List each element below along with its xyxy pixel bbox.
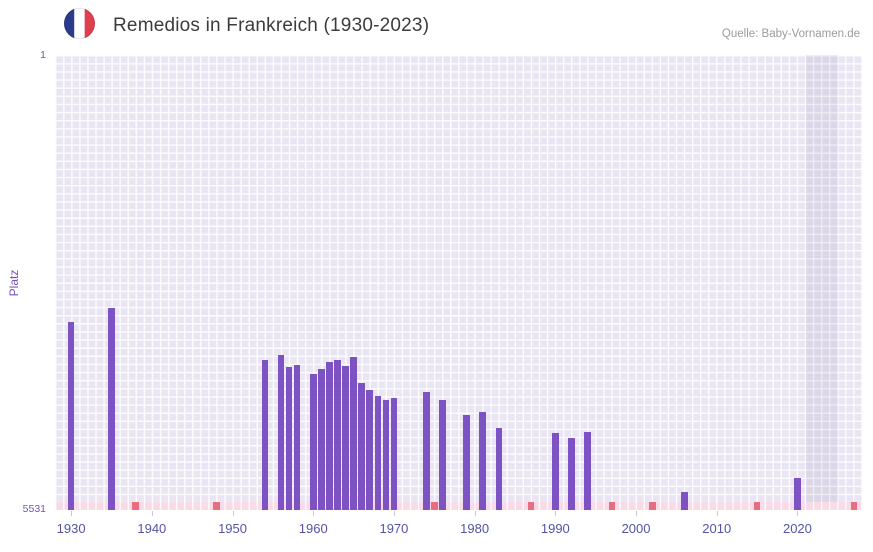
xtick-1950: 1950: [218, 521, 247, 536]
xtick-mark-2010: [716, 511, 718, 516]
bar-2006[interactable]: [681, 491, 688, 510]
xtick-mark-1930: [71, 511, 73, 516]
bar-1963[interactable]: [334, 360, 341, 510]
plot-area: [55, 55, 862, 510]
ytick-best-rank: 1: [40, 49, 46, 61]
source-label: Quelle: Baby-Vornamen.de: [721, 28, 860, 40]
highlight-band: [805, 55, 838, 510]
xtick-mark-1970: [393, 511, 395, 516]
page-title: Remedios in Frankreich (1930-2023): [113, 15, 430, 36]
xtick-2010: 2010: [702, 521, 732, 536]
xtick-mark-1950: [232, 511, 234, 516]
ytick-worst-rank: 5531: [22, 503, 46, 515]
xtick-mark-2000: [636, 511, 638, 516]
bar-1970[interactable]: [390, 398, 398, 510]
bar-1981[interactable]: [479, 412, 487, 510]
bar-1954[interactable]: [261, 359, 269, 510]
no-rank-marker-1948[interactable]: [213, 502, 220, 510]
bar-1994[interactable]: [584, 431, 591, 510]
bar-1930[interactable]: [67, 321, 75, 510]
no-rank-marker-1987[interactable]: [527, 502, 535, 510]
xtick-1980: 1980: [460, 521, 490, 536]
no-rank-strip: [55, 502, 862, 510]
bar-1960[interactable]: [310, 374, 317, 510]
bar-1962[interactable]: [326, 361, 333, 510]
no-rank-marker-1975[interactable]: [431, 502, 438, 510]
bar-1965[interactable]: [350, 356, 357, 510]
bar-1974[interactable]: [422, 391, 430, 510]
bar-1983[interactable]: [495, 428, 503, 510]
bar-1935[interactable]: [108, 307, 115, 510]
xtick-1990: 1990: [540, 521, 570, 536]
france-flag-icon: [64, 8, 95, 39]
bar-1992[interactable]: [568, 437, 575, 510]
xtick-1970: 1970: [379, 521, 409, 536]
bar-1968[interactable]: [374, 396, 382, 510]
bar-1961[interactable]: [318, 368, 325, 510]
xtick-2000: 2000: [621, 521, 651, 536]
xtick-2020: 2020: [782, 521, 812, 536]
xtick-1930: 1930: [56, 521, 86, 536]
bar-1956[interactable]: [277, 355, 285, 510]
xtick-mark-1980: [474, 511, 476, 516]
xtick-mark-1960: [313, 511, 315, 516]
no-rank-marker-2027[interactable]: [850, 502, 858, 510]
xtick-mark-2020: [797, 511, 799, 516]
bar-1976[interactable]: [439, 400, 446, 510]
no-rank-marker-1938[interactable]: [132, 502, 140, 510]
bar-1969[interactable]: [382, 400, 390, 510]
bar-1957[interactable]: [285, 366, 293, 510]
xtick-1940: 1940: [137, 521, 167, 536]
bar-1990[interactable]: [552, 433, 559, 510]
xtick-mark-1940: [151, 511, 153, 516]
x-axis: 1930 1940 1950 1960 1970 1980 1990 2000 2010 2020: [55, 511, 862, 545]
bar-1958[interactable]: [293, 365, 301, 510]
xtick-mark-1990: [555, 511, 557, 516]
bar-2020[interactable]: [794, 477, 801, 510]
no-rank-marker-2002[interactable]: [648, 502, 656, 510]
bar-1966[interactable]: [358, 382, 366, 510]
no-rank-marker-1997[interactable]: [608, 502, 616, 510]
bar-1967[interactable]: [366, 389, 374, 510]
y-axis-label: Platz: [7, 269, 21, 297]
xtick-1960: 1960: [298, 521, 328, 536]
bar-1979[interactable]: [463, 414, 470, 510]
bar-1964[interactable]: [342, 365, 349, 510]
no-rank-marker-2015[interactable]: [753, 502, 761, 510]
